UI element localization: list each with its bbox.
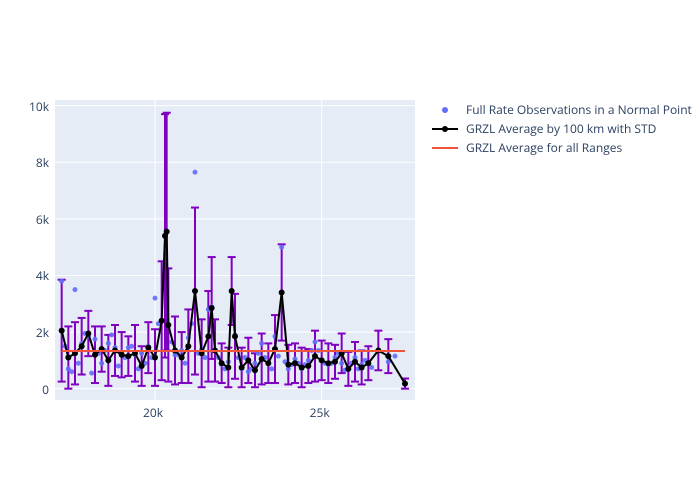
legend: Full Rate Observations in a Normal Point… — [430, 100, 692, 157]
legend-swatch — [430, 103, 460, 117]
chart-svg — [0, 0, 700, 500]
ytick-label: 2k — [36, 324, 49, 341]
legend-item-mean_line[interactable]: GRZL Average for all Ranges — [430, 138, 692, 157]
ytick-label: 4k — [36, 267, 49, 284]
ytick-label: 6k — [36, 211, 49, 228]
legend-item-avg_line[interactable]: GRZL Average by 100 km with STD — [430, 119, 692, 138]
ytick-label: 10k — [29, 98, 49, 115]
ytick-label: 8k — [36, 154, 49, 171]
error-bars — [58, 113, 409, 389]
legend-item-scatter[interactable]: Full Rate Observations in a Normal Point — [430, 100, 692, 119]
xtick-label: 25k — [310, 404, 330, 421]
ytick-label: 0 — [42, 381, 49, 398]
legend-label: Full Rate Observations in a Normal Point — [466, 101, 692, 118]
legend-label: GRZL Average for all Ranges — [466, 139, 622, 156]
xtick-label: 20k — [143, 404, 163, 421]
legend-swatch — [430, 122, 460, 136]
legend-swatch — [430, 141, 460, 155]
legend-label: GRZL Average by 100 km with STD — [466, 120, 656, 137]
